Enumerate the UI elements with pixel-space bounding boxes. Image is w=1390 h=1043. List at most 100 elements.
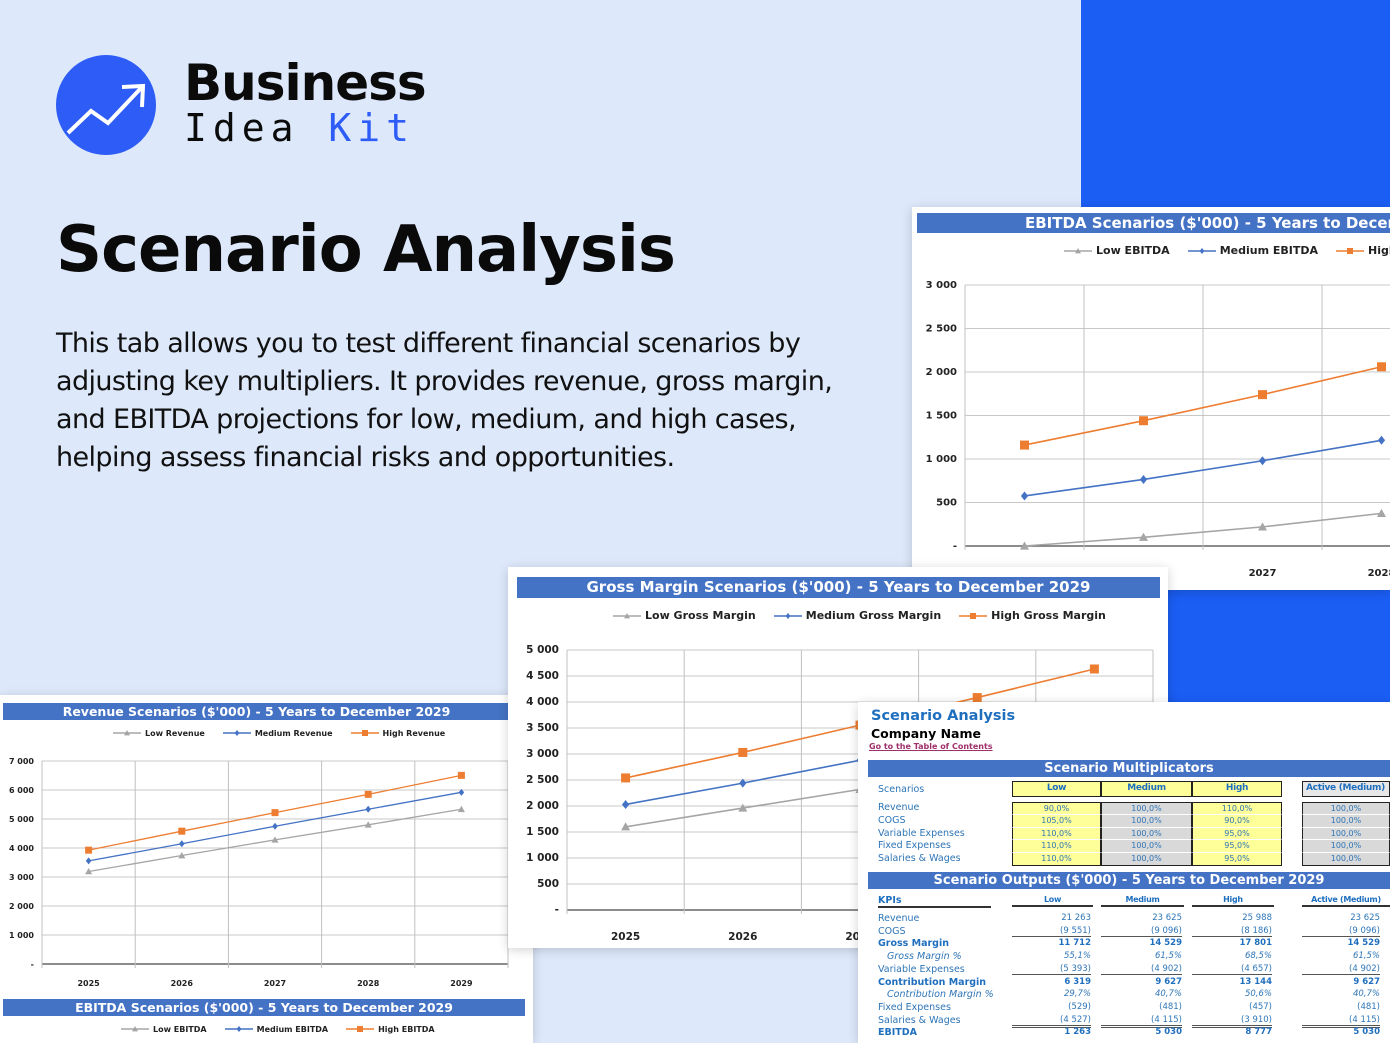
legend-item: Medium EBITDA bbox=[224, 1024, 329, 1034]
multiplicators-header: Scenario Multiplicators bbox=[868, 760, 1390, 777]
legend-label: High Gross Margin bbox=[991, 609, 1106, 622]
y-tick-label: - bbox=[31, 960, 34, 969]
output-value: (4 657) bbox=[1192, 964, 1272, 975]
y-tick-label: 2 500 bbox=[526, 774, 559, 786]
multiplier-input[interactable]: 95,0% bbox=[1192, 827, 1282, 841]
multiplier-input[interactable]: 100,0% bbox=[1101, 814, 1192, 828]
multiplier-input: 100,0% bbox=[1302, 802, 1390, 815]
output-value: 5 030 bbox=[1155, 1027, 1182, 1038]
data-point bbox=[1258, 390, 1267, 400]
data-point bbox=[458, 788, 465, 796]
output-value: (4 527) bbox=[1012, 1015, 1091, 1028]
data-point bbox=[364, 790, 372, 798]
data-point bbox=[271, 809, 279, 817]
chart-legend: Low Gross Margin Medium Gross Margin High … bbox=[613, 609, 1106, 622]
multiplier-input[interactable]: 100,0% bbox=[1101, 827, 1192, 841]
output-value: (9 096) bbox=[1101, 926, 1182, 937]
output-value: (8 186) bbox=[1192, 926, 1272, 937]
y-tick-label: 4 000 bbox=[9, 844, 34, 853]
series-line-high-ebitda bbox=[1024, 366, 1382, 446]
y-tick-label: - bbox=[555, 904, 559, 916]
data-point bbox=[1020, 541, 1029, 550]
x-tick-label: 2026 bbox=[171, 979, 194, 988]
data-point bbox=[621, 822, 631, 831]
legend-marker bbox=[124, 730, 130, 736]
data-point bbox=[178, 852, 186, 859]
legend-item: Medium EBITDA bbox=[1187, 244, 1318, 257]
multiplier-input[interactable]: 100,0% bbox=[1101, 840, 1192, 854]
output-value: (9 551) bbox=[1012, 926, 1091, 937]
data-point bbox=[1377, 435, 1386, 445]
multiplier-row-label: Variable Expenses bbox=[878, 827, 965, 839]
multiplier-input[interactable]: 105,0% bbox=[1012, 814, 1101, 828]
data-point bbox=[972, 693, 982, 703]
legend-swatch bbox=[1064, 247, 1092, 253]
chart-title: EBITDA Scenarios ($'000) - 5 Years to De… bbox=[3, 999, 525, 1016]
multiplier-row-label: Revenue bbox=[878, 802, 920, 813]
multiplier-input[interactable]: 100,0% bbox=[1101, 802, 1192, 815]
multiplier-row-label: Fixed Expenses bbox=[878, 840, 951, 852]
y-tick-label: 500 bbox=[537, 878, 559, 890]
output-value: (4 902) bbox=[1302, 964, 1380, 975]
legend-marker bbox=[236, 1026, 242, 1032]
multiplier-input[interactable]: 110,0% bbox=[1192, 802, 1282, 815]
multiplier-input[interactable]: 95,0% bbox=[1192, 840, 1282, 854]
data-point bbox=[179, 840, 185, 848]
multiplier-input[interactable]: 110,0% bbox=[1012, 827, 1101, 841]
kpis-label: KPIs bbox=[878, 895, 991, 908]
output-column-header: Medium bbox=[1101, 894, 1184, 907]
table-of-contents-link[interactable]: Go to the Table of Contents bbox=[869, 742, 993, 751]
output-value: (529) bbox=[1068, 1001, 1091, 1012]
legend-item: Low Revenue bbox=[113, 728, 205, 738]
output-column-header: Active (Medium) bbox=[1302, 894, 1390, 907]
data-point bbox=[178, 827, 186, 835]
data-point bbox=[1139, 474, 1148, 484]
output-value: (4 902) bbox=[1101, 964, 1182, 975]
x-tick-label: 2028 bbox=[357, 979, 380, 988]
legend-label: High Revenue bbox=[382, 728, 446, 738]
legend-swatch bbox=[222, 730, 251, 736]
legend-label: Medium EBITDA bbox=[256, 1024, 329, 1034]
legend-label: Low EBITDA bbox=[1096, 244, 1170, 257]
multiplier-input[interactable]: 95,0% bbox=[1192, 853, 1282, 866]
y-tick-label: 2 500 bbox=[926, 324, 957, 335]
y-tick-label: 1 000 bbox=[926, 454, 957, 465]
output-row-label: Contribution Margin bbox=[878, 976, 987, 988]
data-point bbox=[622, 799, 630, 809]
company-name: Company Name bbox=[871, 726, 981, 741]
y-tick-label: 6 000 bbox=[9, 786, 34, 795]
data-point bbox=[1139, 416, 1148, 426]
chart-legend: Low EBITDA Medium EBITDA High EBITDA bbox=[1064, 244, 1390, 257]
output-value: 9 627 bbox=[1155, 976, 1182, 987]
multiplier-input[interactable]: 100,0% bbox=[1101, 853, 1192, 866]
multiplier-input[interactable]: 90,0% bbox=[1192, 814, 1282, 828]
legend-marker bbox=[234, 730, 240, 736]
legend-swatch bbox=[121, 1026, 149, 1032]
output-value: 29,7% bbox=[1063, 989, 1091, 1000]
multiplier-input[interactable]: 110,0% bbox=[1012, 840, 1101, 854]
output-value: 25 988 bbox=[1242, 913, 1272, 923]
legend-swatch bbox=[1187, 247, 1216, 254]
output-value: 14 529 bbox=[1347, 938, 1380, 949]
output-value: 8 777 bbox=[1245, 1027, 1272, 1038]
logo-idea: Idea bbox=[184, 106, 300, 150]
series-line-low-ebitda bbox=[1024, 512, 1382, 547]
multiplier-row-label: Salaries & Wages bbox=[878, 853, 961, 865]
chart-title: Gross Margin Scenarios ($'000) - 5 Years… bbox=[517, 577, 1160, 598]
output-value: 61,5% bbox=[1154, 951, 1182, 962]
y-tick-label: 4 000 bbox=[526, 696, 559, 708]
legend-swatch bbox=[346, 1026, 375, 1032]
output-row-label: Contribution Margin % bbox=[887, 989, 994, 1001]
revenue-line-chart: - 1 000 2 000 3 000 4 000 5 000 6 000 7 000 2025… bbox=[9, 757, 509, 988]
page-description: This tab allows you to test different fi… bbox=[56, 328, 833, 473]
data-point bbox=[272, 822, 278, 830]
output-value: 11 712 bbox=[1058, 938, 1091, 949]
y-tick-label: 5 000 bbox=[9, 815, 34, 824]
output-value: (4 115) bbox=[1101, 1015, 1182, 1028]
y-tick-label: 1 000 bbox=[9, 931, 34, 940]
ebitda-chart-panel: EBITDA Scenarios ($'000) - 5 Years to De… bbox=[912, 207, 1390, 590]
y-tick-label: 1 500 bbox=[526, 826, 559, 838]
multiplier-input[interactable]: 90,0% bbox=[1012, 802, 1101, 815]
column-header-high: High bbox=[1192, 781, 1282, 797]
multiplier-input[interactable]: 110,0% bbox=[1012, 853, 1101, 866]
